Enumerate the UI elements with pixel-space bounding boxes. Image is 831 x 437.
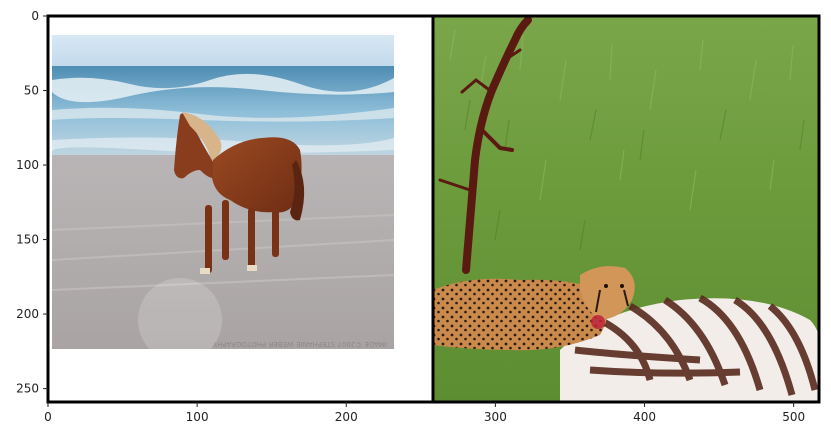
x-tick-label: 300 bbox=[484, 410, 507, 424]
watermark-text: IMAGE ©2007 STEPHANIE WEBER PHOTOGRAPHY bbox=[212, 340, 387, 348]
x-tick-label: 0 bbox=[44, 410, 52, 424]
horse-on-beach-photo: IMAGE ©2007 STEPHANIE WEBER PHOTOGRAPHY bbox=[48, 16, 433, 402]
y-tick-label: 0 bbox=[31, 9, 39, 23]
cheetah-with-zebra-photo bbox=[433, 16, 819, 402]
y-tick-label: 50 bbox=[24, 84, 39, 98]
zebra bbox=[560, 294, 819, 402]
branch bbox=[438, 16, 532, 274]
y-tick-label: 100 bbox=[16, 158, 39, 172]
x-tick-label: 200 bbox=[335, 410, 358, 424]
x-tick-label: 100 bbox=[186, 410, 209, 424]
x-tick-label: 500 bbox=[782, 410, 805, 424]
x-tick-label: 400 bbox=[633, 410, 656, 424]
y-tick-label: 200 bbox=[16, 307, 39, 321]
axes: 0 100 200 300 400 500 0 50 100 150 200 250 bbox=[16, 9, 805, 424]
horse bbox=[174, 112, 305, 274]
y-tick-label: 150 bbox=[16, 233, 39, 247]
y-tick-label: 250 bbox=[16, 382, 39, 396]
right-frame bbox=[431, 14, 821, 404]
watermark-logo bbox=[138, 278, 222, 362]
cheetah bbox=[433, 266, 635, 351]
